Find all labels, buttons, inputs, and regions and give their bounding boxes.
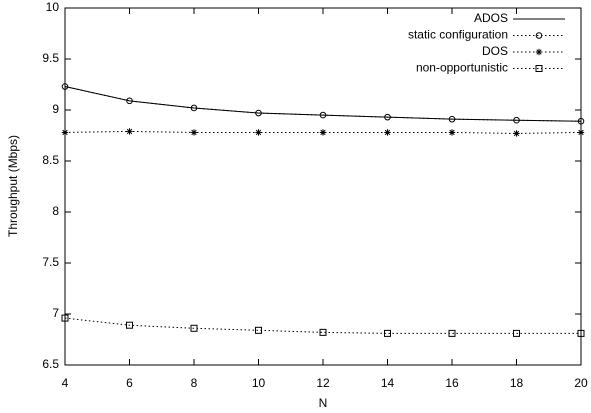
y-tick-label: 8: [52, 204, 59, 218]
y-tick-label: 10: [46, 0, 60, 14]
marker: [384, 129, 391, 136]
marker: [448, 115, 456, 123]
y-tick-label: 8.5: [42, 153, 59, 167]
marker-stroke: [320, 129, 326, 136]
x-tick-label: 8: [191, 376, 198, 390]
marker: [126, 128, 133, 135]
x-tick-label: 10: [252, 376, 266, 390]
x-tick-label: 12: [316, 376, 330, 390]
marker-stroke: [255, 129, 262, 136]
marker: [61, 83, 69, 90]
marker: [319, 328, 327, 336]
marker: [255, 129, 262, 136]
marker: [61, 129, 69, 136]
marker: [513, 116, 520, 124]
marker: [61, 314, 69, 322]
legend-label: DOS: [482, 44, 508, 58]
x-tick-label: 14: [381, 376, 395, 390]
marker: [255, 109, 262, 117]
marker: [513, 329, 520, 337]
legend-label: ADOS: [474, 11, 508, 25]
x-tick-label: 20: [574, 376, 588, 390]
legend-label: static configuration: [408, 28, 508, 42]
y-axis-label: Throughput (Mbps): [6, 135, 20, 237]
plot-frame: [64, 7, 582, 366]
x-tick-label: 16: [445, 376, 459, 390]
marker-stroke: [62, 129, 68, 136]
marker: [513, 130, 520, 137]
marker: [126, 97, 133, 105]
marker-stroke: [126, 128, 133, 135]
x-tick-label: 4: [62, 376, 69, 390]
x-tick-label: 18: [510, 376, 524, 390]
marker-stroke: [449, 129, 455, 136]
series-line: [64, 317, 581, 334]
y-tick-label: 7.5: [42, 255, 59, 269]
marker: [448, 129, 456, 136]
marker: [319, 111, 327, 119]
x-axis-label: N: [319, 396, 328, 410]
marker: [577, 129, 585, 136]
marker: [190, 324, 198, 332]
series-line: [64, 86, 582, 122]
y-tick-label: 9: [52, 102, 59, 116]
legend-marker: [535, 48, 543, 56]
marker: [319, 129, 327, 136]
y-tick-label: 6.5: [42, 357, 59, 371]
marker: [577, 117, 585, 125]
marker-stroke: [513, 130, 520, 137]
marker: [190, 104, 198, 112]
marker-stroke: [536, 49, 542, 55]
y-tick-label: 7: [52, 306, 59, 320]
y-tick-label: 9.5: [42, 51, 59, 65]
series-line: [64, 86, 582, 122]
marker: [384, 113, 391, 121]
marker: [190, 129, 198, 136]
marker-stroke: [578, 129, 584, 136]
marker: [577, 329, 585, 337]
marker: [384, 329, 391, 337]
marker-stroke: [191, 129, 197, 136]
x-tick-label: 6: [126, 376, 133, 390]
marker: [126, 321, 133, 329]
legend-label: non-opportunistic: [416, 61, 508, 75]
marker: [255, 326, 262, 334]
marker: [448, 329, 456, 337]
legend-marker: [535, 65, 543, 72]
legend-marker: [535, 32, 543, 39]
marker-stroke: [384, 129, 391, 136]
